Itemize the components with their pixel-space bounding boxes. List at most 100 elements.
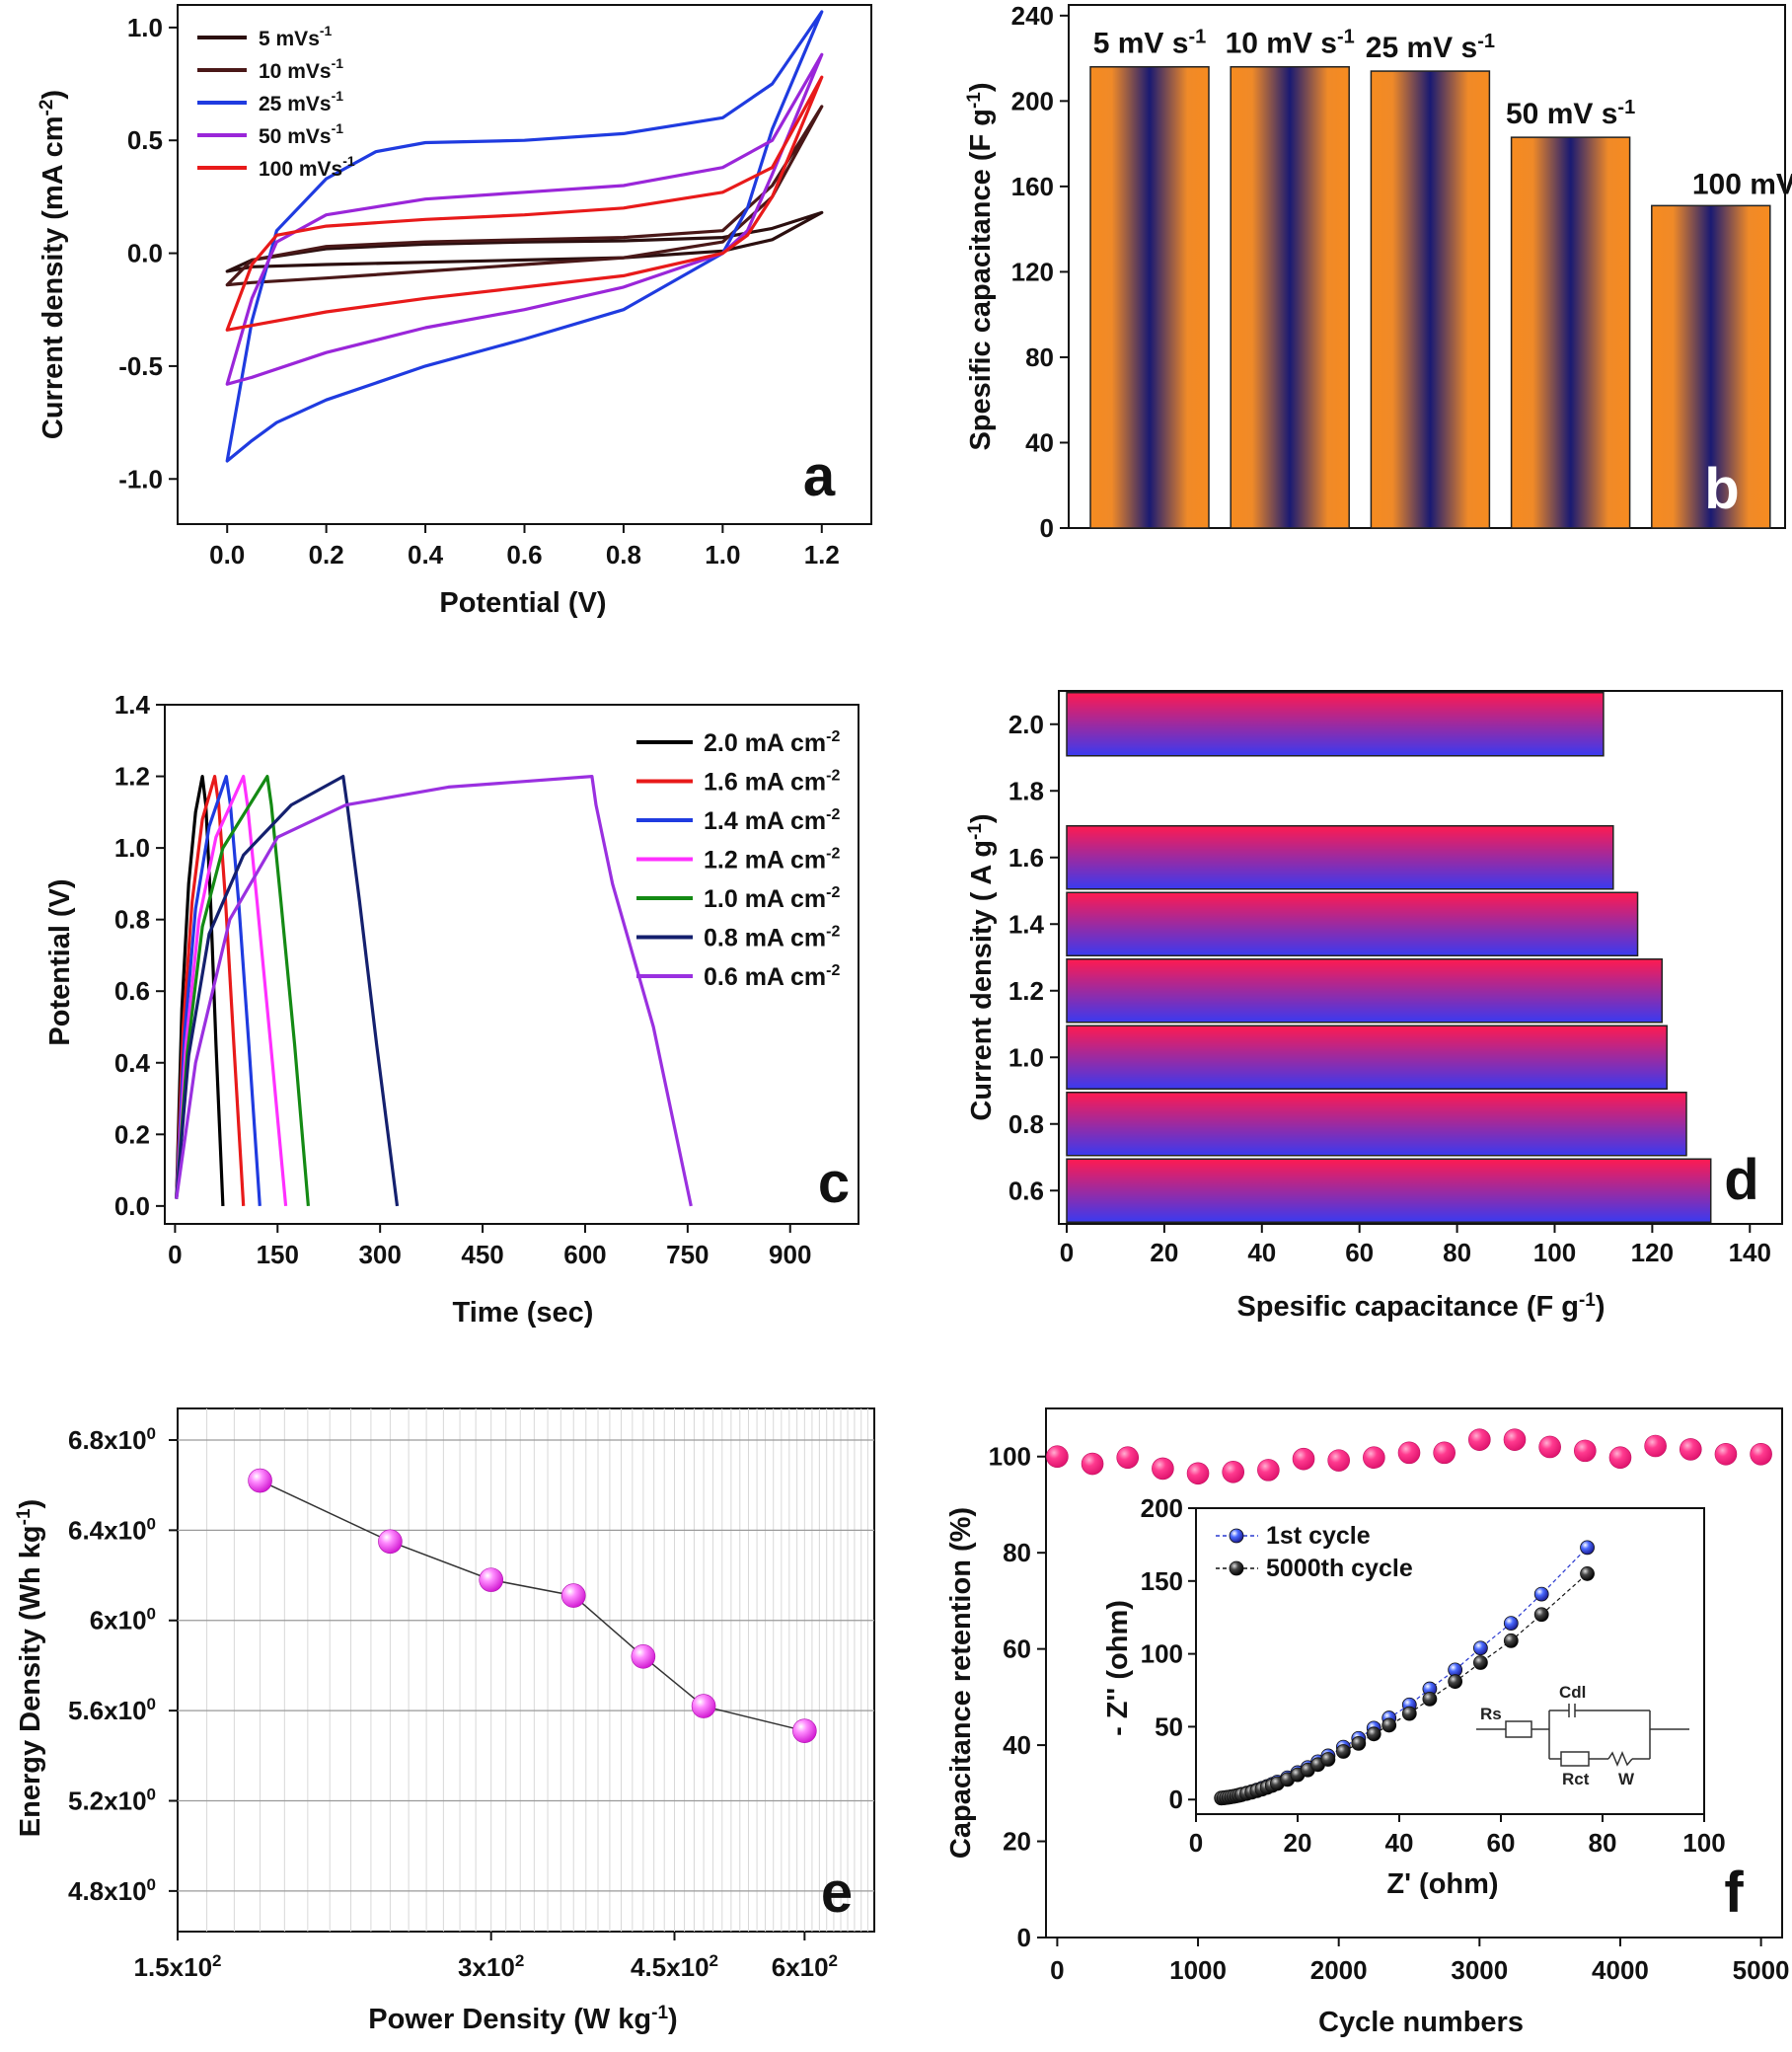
gcd-curve-1 [175, 774, 246, 1206]
panel-d-frame [1058, 690, 1783, 1225]
x-tick-label: 0.8 [606, 540, 641, 570]
inset-x-tick-label: 60 [1487, 1828, 1516, 1858]
panel-a-ylabel: Current density (mA cm-2) [37, 90, 69, 439]
y-tick-label: 160 [1011, 172, 1054, 201]
legend-label: 1.0 mA cm-2 [704, 884, 840, 913]
panel-d-letter: d [1724, 1148, 1758, 1212]
ragone-point [479, 1567, 503, 1592]
panel-f-inset-nyquist: 0 20 40 60 80 100 0 50 100 150 200 Z' (ohm) - Z'' … [1102, 1493, 1726, 1900]
y-tick-label: 80 [1025, 342, 1054, 372]
y-tick-label: 0 [1017, 1923, 1031, 1952]
y-tick-label: 6.4x100 [68, 1514, 156, 1545]
cv-curve-4 [225, 75, 824, 332]
capacitance-bar [1510, 136, 1631, 529]
y-tick-label: 40 [1025, 427, 1054, 457]
retention-point [1679, 1438, 1702, 1461]
y-tick-label: 1.0 [114, 833, 150, 863]
gcd-curve-5 [175, 774, 400, 1207]
capacitance-hbar [1066, 1025, 1668, 1090]
inset-y-tick-label: 50 [1155, 1711, 1183, 1741]
y-tick-label: 100 [989, 1442, 1031, 1472]
x-tick-label: 6x102 [772, 1951, 838, 1982]
gcd-curve-0 [175, 774, 225, 1206]
inset-y-tick-label: 150 [1141, 1566, 1183, 1596]
nyquist-point [1448, 1674, 1463, 1690]
y-tick-label: 0.0 [114, 1191, 150, 1221]
panel-f-xlabel: Cycle numbers [1318, 2007, 1524, 2038]
retention-point [1327, 1449, 1350, 1472]
legend-label: 1.6 mA cm-2 [704, 768, 840, 797]
nyquist-point [1381, 1717, 1397, 1733]
x-tick-label: 20 [1150, 1238, 1178, 1267]
inset-y-tick-label: 200 [1141, 1493, 1183, 1523]
panel-c-letter: c [818, 1151, 850, 1215]
legend-label: 50 mVs-1 [259, 120, 343, 148]
retention-point [1750, 1442, 1772, 1466]
y-tick-label: 0.2 [114, 1119, 150, 1149]
retention-point [1257, 1459, 1280, 1482]
y-tick-label: 1.8 [1008, 776, 1044, 805]
retention-point [1714, 1442, 1738, 1466]
capacitance-hbar [1066, 1158, 1712, 1223]
cv-curve-1 [225, 105, 824, 287]
gcd-curve-3 [175, 774, 288, 1207]
capacitance-bar [1230, 65, 1350, 529]
ragone-point [792, 1718, 817, 1743]
x-tick-label: 150 [257, 1240, 299, 1269]
y-tick-label: 0.6 [114, 976, 150, 1006]
y-tick-label: 20 [1003, 1827, 1031, 1857]
nyquist-point [1580, 1566, 1595, 1581]
panel-a-cv-chart: 0.0 0.2 0.4 0.6 0.8 1.0 1.2 -1.0 -0.5 0.0 0.5 1.0 P… [37, 4, 872, 619]
ragone-point [631, 1643, 656, 1669]
nyquist-point [1503, 1633, 1519, 1648]
panel-a-letter: a [803, 444, 836, 508]
inset-xlabel: Z' (ohm) [1386, 1868, 1498, 1900]
x-tick-label: 300 [358, 1240, 401, 1269]
rct-resistor [1560, 1751, 1590, 1767]
retention-point [1046, 1445, 1069, 1469]
x-tick-label: 450 [461, 1240, 503, 1269]
nyquist-point [1351, 1736, 1367, 1751]
y-tick-label: 0.5 [127, 125, 163, 155]
panel-e-letter: e [821, 1861, 853, 1925]
panel-c-ylabel: Potential (V) [44, 878, 76, 1045]
y-tick-label: 0.8 [114, 905, 150, 935]
panel-f-letter: f [1724, 1861, 1744, 1925]
y-tick-label: 0.6 [1008, 1176, 1044, 1205]
x-tick-label: 3000 [1451, 1955, 1508, 1985]
x-tick-label: 750 [666, 1240, 709, 1269]
x-tick-label: 40 [1247, 1238, 1276, 1267]
y-tick-label: 1.2 [1008, 976, 1044, 1006]
y-tick-label: 1.0 [127, 13, 163, 42]
retention-point [1608, 1446, 1632, 1470]
panel-d-xlabel: Spesific capacitance (F g-1) [1236, 1290, 1605, 1323]
legend-label: 100 mVs-1 [259, 153, 355, 181]
ragone-point [248, 1468, 272, 1493]
y-tick-label: 0.8 [1008, 1109, 1044, 1139]
legend-label: 0.6 mA cm-2 [704, 962, 840, 991]
retention-point [1468, 1428, 1491, 1451]
panel-b-letter: b [1704, 457, 1739, 521]
retention-point [1538, 1435, 1561, 1459]
y-tick-label: 120 [1011, 257, 1054, 286]
panel-c-frame [164, 704, 859, 1225]
inset-x-tick-label: 100 [1682, 1828, 1725, 1858]
inset-legend-label: 1st cycle [1266, 1522, 1371, 1550]
panel-f-ylabel: Capacitance retention (%) [945, 1507, 977, 1859]
retention-point [1116, 1446, 1140, 1470]
panel-e-ylabel: Energy Density (Wh kg-1) [14, 1499, 46, 1837]
panel-b-bar-chart: 5 mV s-1 10 mV s-1 25 mV s-1 50 mV s-1 100 m… [964, 1, 1792, 543]
x-tick-label: 80 [1443, 1238, 1471, 1267]
nyquist-point [1473, 1655, 1488, 1670]
y-tick-label: 2.0 [1008, 710, 1044, 739]
nyquist-point [1401, 1706, 1417, 1721]
nyquist-point [1533, 1586, 1549, 1602]
legend-label: 25 mVs-1 [259, 88, 343, 115]
x-tick-label: 1000 [1169, 1955, 1227, 1985]
retention-point [1081, 1452, 1104, 1476]
cv-curve-2 [225, 10, 824, 463]
y-tick-label: 1.4 [114, 690, 151, 720]
y-tick-label: 5.6x100 [68, 1695, 156, 1725]
rs-label: Rs [1480, 1705, 1502, 1723]
